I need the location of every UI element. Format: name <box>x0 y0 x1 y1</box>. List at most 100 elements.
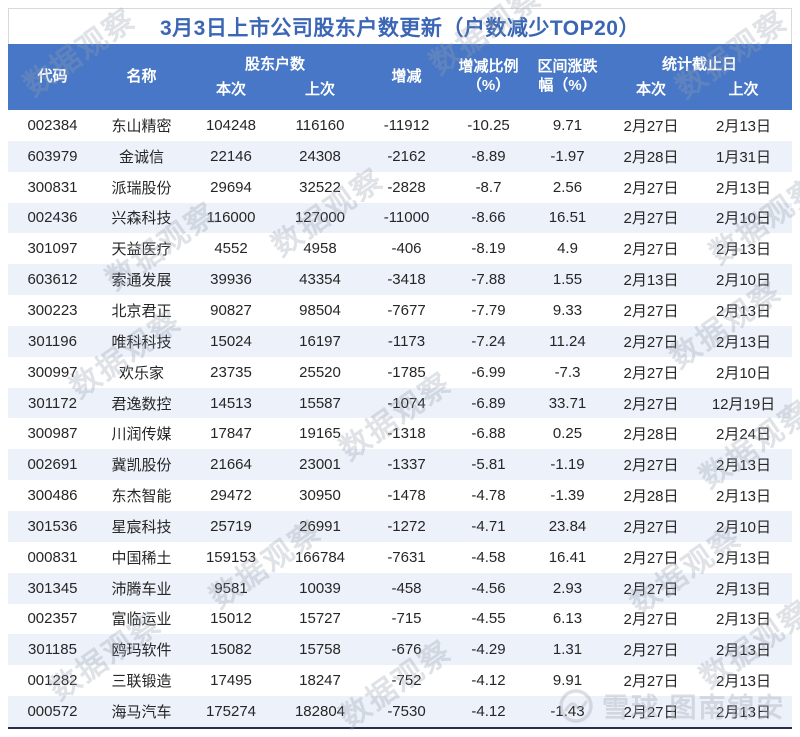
cell-range_pct: -1.43 <box>550 702 585 720</box>
cell-current: 90827 <box>210 301 252 319</box>
cell-name: 兴森科技 <box>111 210 172 228</box>
cell-date_previous: 2月13日 <box>715 241 772 259</box>
table-row: 301536 星宸科技 25719 26991 -1272 -4.71 23.84 2月27日… <box>8 510 792 542</box>
cell-previous: 98504 <box>299 301 341 319</box>
header-range-pct-line1: 区间涨跌 <box>537 58 598 76</box>
cell-current: 29694 <box>210 178 252 196</box>
cell-code: 002691 <box>27 456 78 474</box>
cell-date_current: 2月27日 <box>623 333 679 351</box>
table-row: 603612 索通发展 39936 43354 -3418 -7.88 1.55 2月13日 2… <box>8 264 792 296</box>
cell-name: 富临运业 <box>111 611 172 629</box>
cell-current: 23735 <box>210 363 252 381</box>
cell-name: 东杰智能 <box>111 488 172 506</box>
table-row: 300223 北京君正 90827 98504 -7677 -7.79 9.33 2月27日 2… <box>8 295 792 326</box>
cell-name: 冀凯股份 <box>111 457 172 475</box>
table-title-bar: 3月3日上市公司股东户数更新（户数减少TOP20） <box>8 8 792 44</box>
cell-change: -2828 <box>387 178 426 196</box>
cell-current: 39936 <box>210 271 252 289</box>
cell-previous: 16197 <box>299 332 341 350</box>
cell-current: 14513 <box>210 394 252 412</box>
cell-change_pct: -8.66 <box>471 209 506 227</box>
cell-date_previous: 1月31日 <box>715 148 772 166</box>
cell-name: 欢乐家 <box>118 364 164 382</box>
cell-range_pct: 16.41 <box>548 548 587 566</box>
cell-change: -1173 <box>387 332 426 350</box>
header-code: 代码 <box>37 67 68 85</box>
cell-date_current: 2月27日 <box>623 395 679 413</box>
cell-change: -676 <box>391 641 422 659</box>
cell-current: 104248 <box>205 116 257 134</box>
cell-change: -1318 <box>387 425 426 443</box>
cell-range_pct: 0.25 <box>552 425 583 443</box>
cell-change_pct: -4.55 <box>471 610 506 628</box>
header-change-pct-line1: 增减比例 <box>458 58 519 76</box>
cell-range_pct: 9.33 <box>552 301 583 319</box>
table-row: 301172 君逸数控 14513 15587 -1074 -6.89 33.71 2月27日… <box>8 387 792 419</box>
cell-date_current: 2月27日 <box>623 703 679 721</box>
cell-change: -1272 <box>387 517 426 535</box>
cell-date_current: 2月27日 <box>623 518 679 536</box>
cell-date_previous: 2月13日 <box>715 580 772 598</box>
cell-date_previous: 2月10日 <box>715 272 772 290</box>
table-row: 301185 鸥玛软件 15082 15758 -676 -4.29 1.31 2月27日 2月… <box>8 634 792 666</box>
table-row: 002357 富临运业 15012 15727 -715 -4.55 6.13 2月27日 2月… <box>8 603 792 635</box>
cell-code: 002357 <box>27 610 78 628</box>
cell-previous: 15587 <box>299 394 341 412</box>
cell-name: 金诚信 <box>118 148 164 166</box>
cell-name: 天益医疗 <box>111 241 172 259</box>
cell-current: 9581 <box>214 579 248 597</box>
cell-change_pct: -5.81 <box>471 456 506 474</box>
table-row: 000831 中国稀土 159153 166784 -7631 -4.58 16.41 2月2… <box>8 541 792 573</box>
cell-previous: 32522 <box>299 178 341 196</box>
cell-change: -11000 <box>383 209 430 227</box>
cell-current: 15024 <box>210 332 252 350</box>
cell-date_current: 2月27日 <box>623 241 679 259</box>
cell-current: 21664 <box>210 456 252 474</box>
cell-date_current: 2月27日 <box>623 673 679 691</box>
cell-code: 000572 <box>27 702 78 720</box>
cell-range_pct: 2.56 <box>552 178 583 196</box>
cell-current: 17847 <box>210 425 252 443</box>
cell-current: 175274 <box>205 702 257 720</box>
table-row: 002384 东山精密 104248 116160 -11912 -10.25 9.71 2月… <box>8 110 792 141</box>
cell-change_pct: -4.29 <box>471 641 506 659</box>
cell-code: 300831 <box>27 178 78 196</box>
cell-previous: 30950 <box>299 487 341 505</box>
cell-name: 派瑞股份 <box>111 179 172 197</box>
cell-previous: 166784 <box>294 548 346 566</box>
cell-change_pct: -8.7 <box>475 178 502 196</box>
cell-current: 29472 <box>210 487 252 505</box>
cell-range_pct: -1.97 <box>550 147 585 165</box>
cell-change_pct: -10.25 <box>467 116 510 134</box>
cell-code: 001282 <box>27 672 78 690</box>
cell-code: 000831 <box>27 548 78 566</box>
cell-change_pct: -4.78 <box>471 487 506 505</box>
cell-date_previous: 12月19日 <box>711 395 776 413</box>
cell-change_pct: -4.12 <box>471 702 506 720</box>
cell-previous: 24308 <box>299 147 341 165</box>
cell-name: 君逸数控 <box>111 395 172 413</box>
page-title: 3月3日上市公司股东户数更新（户数减少TOP20） <box>159 16 640 40</box>
cell-code: 300223 <box>27 301 78 319</box>
cell-change_pct: -8.89 <box>471 147 506 165</box>
cell-date_current: 2月27日 <box>623 364 679 382</box>
cell-change_pct: -6.89 <box>471 394 506 412</box>
table-row: 000572 海马汽车 175274 182804 -7530 -4.12 -1.43 2月2… <box>8 696 792 727</box>
cell-name: 沛腾车业 <box>111 580 172 598</box>
cell-date_current: 2月27日 <box>623 117 679 135</box>
cell-previous: 26991 <box>299 517 341 535</box>
cell-date_previous: 2月13日 <box>715 549 772 567</box>
cell-change: -3418 <box>387 271 426 289</box>
cell-date_current: 2月27日 <box>623 210 679 228</box>
cell-range_pct: 16.51 <box>548 209 587 227</box>
table-row: 300486 东杰智能 29472 30950 -1478 -4.78 -1.39 2月28日… <box>8 480 792 511</box>
cell-date_current: 2月27日 <box>623 611 679 629</box>
table-row: 300997 欢乐家 23735 25520 -1785 -6.99 -7.3 2月27日 2月… <box>8 356 792 388</box>
cell-previous: 23001 <box>299 456 341 474</box>
cell-code: 300997 <box>27 363 78 381</box>
cell-previous: 19165 <box>299 425 341 443</box>
cell-range_pct: 1.55 <box>552 271 583 289</box>
cell-date_current: 2月13日 <box>623 272 679 290</box>
cell-range_pct: -1.39 <box>550 487 585 505</box>
cell-range_pct: -7.3 <box>554 363 581 381</box>
